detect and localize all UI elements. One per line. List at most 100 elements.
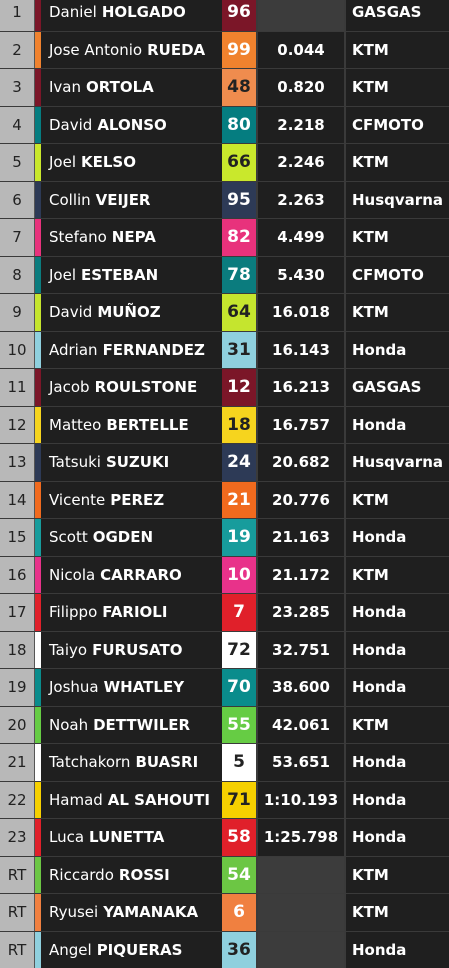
result-row: RT Riccardo ROSSI 54 KTM [0, 856, 449, 894]
rider-number: 82 [222, 219, 256, 256]
position: 2 [0, 31, 35, 68]
result-row: 23 Luca LUNETTA 58 1:25.798 Honda [0, 819, 449, 857]
result-row: RT Ryusei YAMANAKA 6 KTM [0, 894, 449, 932]
last-name: HOLGADO [101, 3, 186, 22]
result-row: 22 Hamad AL SAHOUTI 71 1:10.193 Honda [0, 781, 449, 819]
first-name: Scott [49, 528, 88, 547]
rider-name: Joel KELSO [41, 144, 222, 181]
rider-number: 58 [222, 819, 256, 856]
rider-name: Taiyo FURUSATO [41, 631, 222, 668]
position: 14 [0, 481, 35, 518]
last-name: RUEDA [147, 40, 206, 59]
result-row: 7 Stefano NEPA 82 4.499 KTM [0, 219, 449, 257]
team-name: GASGAS [346, 369, 449, 406]
rider-number: 21 [222, 481, 256, 518]
team-name: Honda [346, 594, 449, 631]
first-name: David [49, 115, 93, 134]
first-name: Nicola [49, 565, 96, 584]
result-row: 10 Adrian FERNANDEZ 31 16.143 Honda [0, 331, 449, 369]
result-row: 21 Tatchakorn BUASRI 5 53.651 Honda [0, 744, 449, 782]
team-name: KTM [346, 144, 449, 181]
last-name: OGDEN [92, 528, 154, 547]
team-name: CFMOTO [346, 256, 449, 293]
rider-number: 18 [222, 406, 256, 443]
position: 18 [0, 631, 35, 668]
gap-time: 16.018 [256, 294, 346, 331]
first-name: Joel [49, 153, 76, 172]
first-name: Riccardo [49, 865, 114, 884]
team-name: Honda [346, 406, 449, 443]
first-name: Vicente [49, 490, 106, 509]
gap-time: 21.163 [256, 519, 346, 556]
result-row: 6 Collin VEIJER 95 2.263 Husqvarna [0, 181, 449, 219]
last-name: NEPA [111, 228, 156, 247]
result-row: 8 Joel ESTEBAN 78 5.430 CFMOTO [0, 256, 449, 294]
rider-number: 12 [222, 369, 256, 406]
first-name: Jose Antonio [49, 40, 143, 59]
first-name: Joel [49, 265, 76, 284]
rider-name: Collin VEIJER [41, 181, 222, 218]
team-strip [35, 331, 41, 368]
rider-number: 19 [222, 519, 256, 556]
team-strip [35, 744, 41, 781]
gap-time: 21.172 [256, 556, 346, 593]
result-row: 4 David ALONSO 80 2.218 CFMOTO [0, 106, 449, 144]
gap-time [256, 931, 346, 968]
team-strip [35, 144, 41, 181]
position: RT [0, 856, 35, 893]
rider-name: Hamad AL SAHOUTI [41, 781, 222, 818]
rider-number: 99 [222, 31, 256, 68]
first-name: Ivan [49, 78, 81, 97]
rider-number: 31 [222, 331, 256, 368]
rider-name: Noah DETTWILER [41, 706, 222, 743]
gap-time: 42.061 [256, 706, 346, 743]
rider-number: 36 [222, 931, 256, 968]
gap-time: 16.757 [256, 406, 346, 443]
gap-time: 0.044 [256, 31, 346, 68]
team-name: KTM [346, 706, 449, 743]
team-strip [35, 819, 41, 856]
rider-name: Jose Antonio RUEDA [41, 31, 222, 68]
gap-time: 23.285 [256, 594, 346, 631]
position: 7 [0, 219, 35, 256]
last-name: ROSSI [118, 865, 170, 884]
team-strip [35, 481, 41, 518]
gap-time: 2.246 [256, 144, 346, 181]
last-name: DETTWILER [93, 715, 191, 734]
position: 13 [0, 444, 35, 481]
team-name: Honda [346, 631, 449, 668]
rider-name: Riccardo ROSSI [41, 856, 222, 893]
rider-number: 78 [222, 256, 256, 293]
gap-time: 0.820 [256, 69, 346, 106]
gap-time [256, 856, 346, 893]
team-name: Honda [346, 819, 449, 856]
last-name: ALONSO [97, 115, 167, 134]
position: 9 [0, 294, 35, 331]
team-name: KTM [346, 69, 449, 106]
last-name: FERNANDEZ [102, 340, 205, 359]
position: RT [0, 931, 35, 968]
rider-number: 66 [222, 144, 256, 181]
result-row: 1 Daniel HOLGADO 96 GASGAS [0, 0, 449, 32]
first-name: David [49, 303, 93, 322]
position: 12 [0, 406, 35, 443]
last-name: ORTOLA [86, 78, 154, 97]
position: 4 [0, 106, 35, 143]
last-name: BERTELLE [106, 415, 189, 434]
team-strip [35, 706, 41, 743]
rider-number: 6 [222, 894, 256, 931]
team-name: Honda [346, 744, 449, 781]
position: RT [0, 894, 35, 931]
team-name: Honda [346, 931, 449, 968]
rider-number: 5 [222, 744, 256, 781]
team-name: Husqvarna [346, 444, 449, 481]
rider-name: Nicola CARRARO [41, 556, 222, 593]
result-row: 9 David MUÑOZ 64 16.018 KTM [0, 294, 449, 332]
result-row: 20 Noah DETTWILER 55 42.061 KTM [0, 706, 449, 744]
first-name: Tatsuki [49, 453, 101, 472]
result-row: 13 Tatsuki SUZUKI 24 20.682 Husqvarna [0, 444, 449, 482]
team-strip [35, 406, 41, 443]
last-name: LUNETTA [89, 828, 165, 847]
team-name: KTM [346, 481, 449, 518]
